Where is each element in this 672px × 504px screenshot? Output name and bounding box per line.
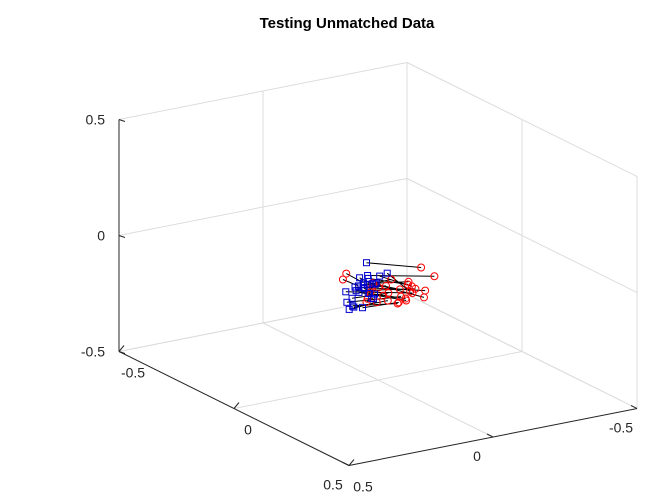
- y-tick-label: 0.5: [323, 477, 343, 493]
- y-tick-label: 0: [473, 448, 481, 464]
- x-tick: [233, 402, 240, 409]
- red-circle-point: [387, 275, 396, 284]
- chart-title: Testing Unmatched Data: [260, 15, 435, 32]
- blue-square-point: [368, 280, 376, 288]
- y-tick: [342, 462, 350, 466]
- pair-link: [349, 301, 377, 310]
- x-tick-label: 0: [244, 422, 252, 438]
- red-circle-point: [382, 281, 390, 290]
- x-tick: [348, 459, 355, 466]
- red-circle-point: [384, 289, 393, 297]
- back-wall-grid-line: [406, 178, 638, 293]
- red-circle-point: [421, 286, 430, 295]
- floor-grid-line: [262, 322, 494, 438]
- blue-square-point: [351, 283, 359, 291]
- pair-link: [362, 301, 399, 309]
- z-tick: [118, 119, 126, 122]
- blue-square-point: [349, 302, 357, 310]
- blue-square-point: [348, 294, 356, 302]
- z-tick: [118, 351, 126, 354]
- blue-square-point: [368, 294, 376, 302]
- red-circle-point: [402, 296, 411, 305]
- tick-labels: -0.5 0 0.5 -0.5 0 0.5 -0.5 0 0.5: [81, 112, 633, 495]
- z-tick: [118, 235, 126, 238]
- axes-box: [118, 119, 638, 466]
- blue-square-point: [350, 303, 358, 311]
- z-tick-label: 0.5: [86, 112, 106, 128]
- red-circle-point: [338, 275, 347, 284]
- back-wall-grid-line: [406, 62, 638, 177]
- blue-square-point: [355, 288, 363, 296]
- x-tick-label: -0.5: [121, 365, 145, 381]
- blue-square-point: [383, 269, 391, 277]
- x-tick-label: 0.5: [353, 479, 373, 495]
- blue-square-point: [342, 288, 350, 296]
- data-markers: [338, 259, 439, 313]
- red-circle-point: [430, 272, 439, 281]
- red-circle-point: [395, 285, 404, 294]
- blue-square-point: [359, 304, 366, 312]
- y-tick: [630, 405, 638, 409]
- y-tick-label: -0.5: [609, 420, 633, 436]
- side-wall-grid-line: [118, 178, 408, 236]
- pair-link: [366, 262, 422, 268]
- blue-square-point: [360, 284, 368, 292]
- blue-square-point: [372, 279, 380, 287]
- blue-square-point: [376, 272, 384, 280]
- red-circle-point: [393, 299, 402, 308]
- side-wall-grid-line: [118, 62, 408, 120]
- z-tick-label: -0.5: [81, 344, 105, 360]
- pair-link: [367, 275, 435, 277]
- red-circle-point: [363, 294, 372, 303]
- red-circle-point: [406, 287, 415, 296]
- red-circle-point: [383, 296, 392, 305]
- red-circle-point: [417, 263, 426, 272]
- blue-square-point: [356, 274, 364, 282]
- red-circle-point: [394, 298, 403, 307]
- blue-square-point: [363, 259, 370, 267]
- y-tick: [486, 433, 494, 438]
- red-circle-point: [407, 282, 416, 291]
- x-tick: [118, 345, 125, 352]
- z-tick-label: 0: [97, 228, 105, 244]
- red-circle-point: [342, 269, 351, 278]
